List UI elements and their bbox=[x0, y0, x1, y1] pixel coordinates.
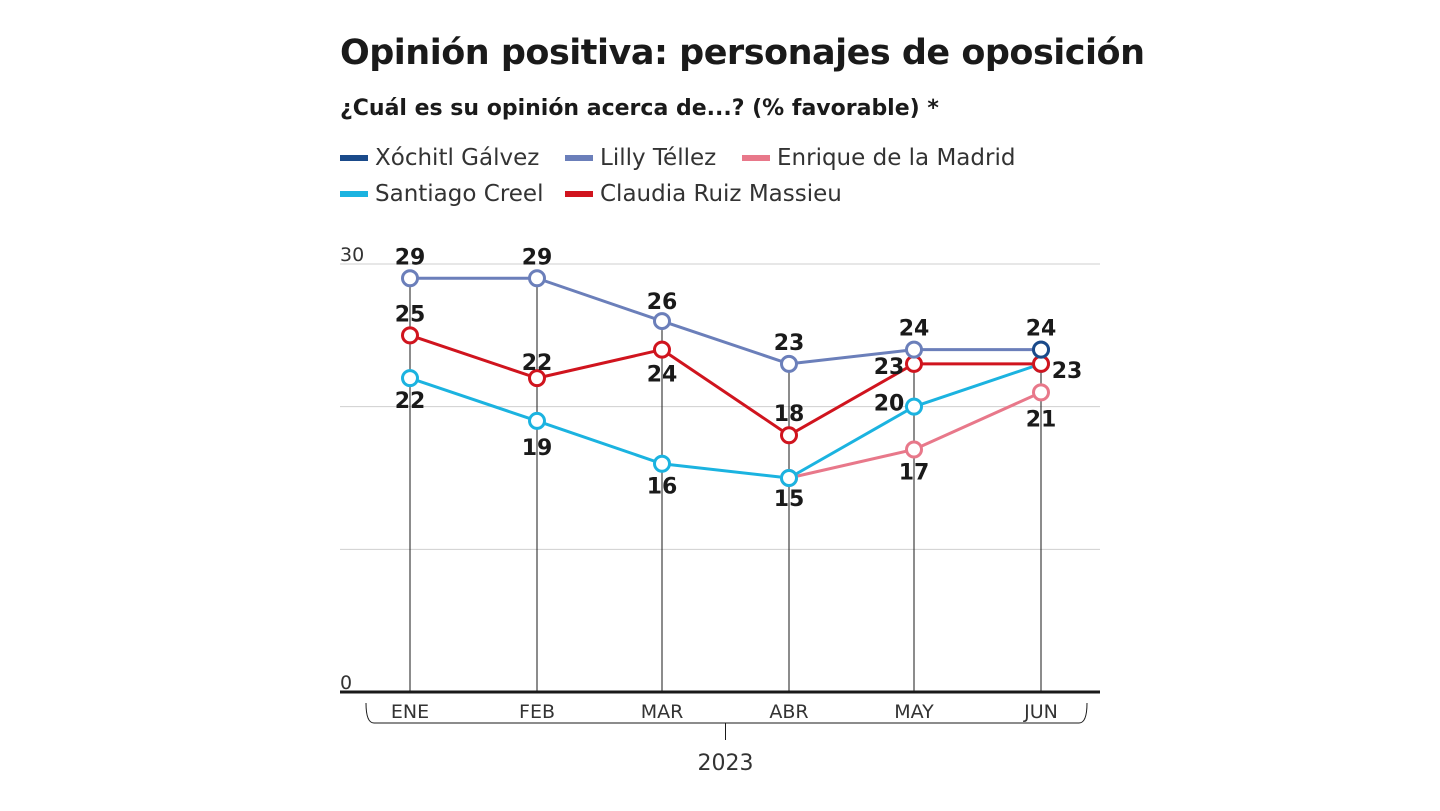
data-point bbox=[905, 397, 923, 416]
legend-swatch bbox=[565, 191, 593, 197]
y-tick-label: 0 bbox=[340, 672, 352, 694]
year-bracket bbox=[365, 702, 1088, 724]
data-label: 24 bbox=[647, 363, 678, 388]
legend-label: Enrique de la Madrid bbox=[777, 145, 1016, 171]
data-point bbox=[653, 340, 671, 359]
legend-swatch bbox=[742, 155, 770, 161]
data-point bbox=[401, 369, 419, 388]
data-point bbox=[780, 354, 798, 373]
legend-item-enrique-de-la-madrid: Enrique de la Madrid bbox=[742, 145, 1015, 171]
series-line bbox=[410, 276, 1041, 366]
data-label: 29 bbox=[522, 245, 553, 270]
series-line bbox=[409, 362, 1042, 480]
data-label: 18 bbox=[774, 402, 805, 427]
data-point bbox=[905, 354, 923, 373]
data-point bbox=[401, 269, 419, 288]
data-point bbox=[1032, 340, 1050, 359]
data-point bbox=[528, 369, 546, 388]
data-label: 23 bbox=[1052, 359, 1083, 384]
x-tick-label: MAY bbox=[894, 701, 934, 723]
x-tick-label: ENE bbox=[391, 701, 429, 723]
y-tick-label: 30 bbox=[340, 244, 364, 266]
series-line bbox=[409, 333, 1041, 437]
data-point bbox=[1032, 354, 1050, 373]
data-label: 24 bbox=[1026, 317, 1057, 342]
data-label: 26 bbox=[647, 290, 678, 315]
data-point bbox=[780, 426, 798, 445]
data-point bbox=[905, 340, 923, 359]
data-label: 24 bbox=[899, 317, 930, 342]
x-tick-label: JUN bbox=[1023, 701, 1058, 723]
legend-label: Xóchitl Gálvez bbox=[375, 145, 540, 171]
data-point bbox=[780, 469, 798, 487]
x-tick-label: MAR bbox=[641, 701, 684, 723]
data-point bbox=[653, 312, 671, 331]
data-label: 21 bbox=[1026, 407, 1057, 432]
legend-item-santiago-creel: Santiago Creel bbox=[340, 181, 543, 207]
data-label: 20 bbox=[874, 392, 905, 417]
legend-swatch bbox=[340, 155, 368, 161]
data-point bbox=[653, 454, 671, 473]
data-point bbox=[528, 411, 546, 430]
x-tick-label: FEB bbox=[519, 701, 555, 723]
legend-label: Santiago Creel bbox=[375, 181, 544, 207]
legend-swatch bbox=[565, 155, 593, 161]
data-label: 19 bbox=[522, 436, 553, 461]
data-label: 23 bbox=[874, 355, 905, 380]
data-point bbox=[401, 326, 419, 345]
data-point bbox=[905, 440, 923, 459]
chart-subtitle: ¿Cuál es su opinión acerca de...? (% fav… bbox=[340, 96, 939, 121]
data-label: 15 bbox=[774, 487, 805, 512]
legend-swatch bbox=[340, 191, 368, 197]
data-label: 22 bbox=[522, 351, 553, 376]
data-label: 17 bbox=[899, 460, 930, 485]
legend-item-claudia-ruiz-massieu: Claudia Ruiz Massieu bbox=[565, 181, 842, 207]
legend-label: Lilly Téllez bbox=[600, 145, 717, 171]
x-tick-label: ABR bbox=[769, 701, 808, 723]
data-label: 23 bbox=[774, 331, 805, 356]
data-point bbox=[528, 269, 546, 288]
year-label: 2023 bbox=[698, 751, 754, 776]
data-label: 25 bbox=[395, 302, 426, 327]
chart-title: Opinión positiva: personajes de oposició… bbox=[340, 33, 1145, 73]
data-label: 16 bbox=[647, 475, 678, 500]
data-label: 22 bbox=[395, 389, 426, 414]
legend-label: Claudia Ruiz Massieu bbox=[600, 181, 842, 207]
data-point bbox=[1032, 383, 1050, 402]
legend-item-xochitl-galvez: Xóchitl Gálvez bbox=[340, 145, 539, 171]
data-label: 29 bbox=[395, 245, 426, 270]
legend-item-lilly-tellez: Lilly Téllez bbox=[565, 145, 716, 171]
